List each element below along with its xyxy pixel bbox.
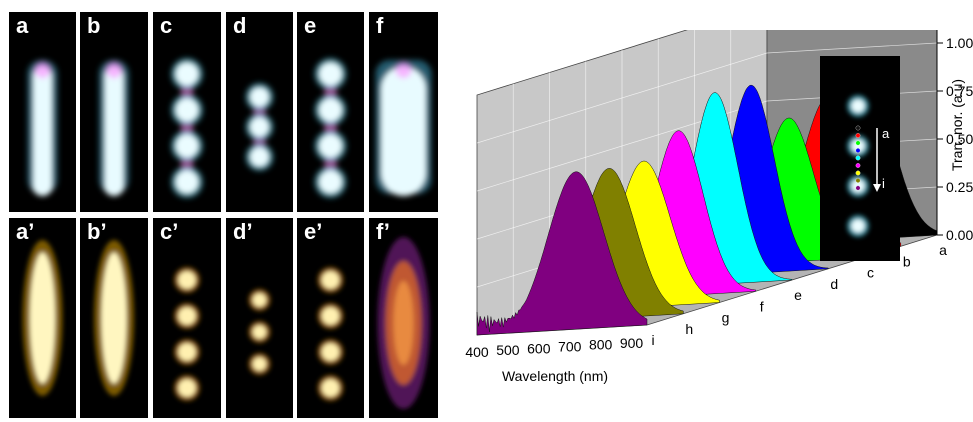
series-i <box>476 171 648 336</box>
panel-image <box>22 240 63 396</box>
panel-c: c <box>153 12 221 212</box>
panel-image <box>377 237 430 409</box>
panel-b: b <box>80 12 148 212</box>
panel-prime-b: b’ <box>80 218 148 418</box>
panel-prime-a: a’ <box>9 218 76 418</box>
z-tick-label: 1.00 <box>946 35 973 51</box>
panel-image <box>99 60 129 196</box>
inset-end-label: i <box>882 176 885 191</box>
inset-dot <box>855 178 861 183</box>
depth-label: i <box>651 332 654 348</box>
panel-label: f’ <box>376 219 390 244</box>
panel-prime-d: d’ <box>226 218 293 418</box>
inset-dot <box>855 148 861 153</box>
panel-label: c <box>160 13 173 38</box>
panel-label: d’ <box>233 219 253 244</box>
x-tick-label: 800 <box>589 337 613 353</box>
x-tick-label: 600 <box>527 340 551 356</box>
inset-dot <box>855 140 861 146</box>
inset-image: ai <box>820 56 900 261</box>
x-tick-label: 400 <box>465 344 489 360</box>
panel-image <box>27 60 58 196</box>
inset-dot <box>855 170 861 176</box>
depth-label: g <box>722 310 730 326</box>
spectra-3d-chart: 400 500 600 700 800 900 a b c d e f g h i 0.00 0.25 0.50 0… <box>465 30 973 384</box>
panel-image <box>171 58 203 198</box>
panel-prime-c: c’ <box>153 218 221 418</box>
x-axis-label: Wavelength (nm) <box>502 368 608 384</box>
panel-label: d <box>233 13 247 38</box>
inset-dot <box>855 163 861 168</box>
panel-image <box>314 58 347 198</box>
panel-image <box>245 83 274 171</box>
panel-image <box>174 267 200 401</box>
depth-label: e <box>794 287 802 303</box>
panel-image <box>94 240 134 396</box>
panel-prime-f: f’ <box>369 218 438 418</box>
x-tick-label: 700 <box>558 339 582 355</box>
inset-dot <box>855 133 861 138</box>
panel-label: a’ <box>16 219 35 244</box>
depth-label: d <box>830 276 838 292</box>
z-axis-label: Tran. nor. (a.u) <box>949 79 965 171</box>
panel-label: c’ <box>160 219 179 244</box>
depth-label: f <box>760 298 764 314</box>
panel-image <box>248 289 271 375</box>
panel-image <box>317 267 344 401</box>
z-tick-label: 0.00 <box>946 227 973 243</box>
inset-dot <box>855 155 861 161</box>
inset-dot <box>855 125 861 131</box>
depth-label: a <box>939 242 947 258</box>
x-tick-label: 900 <box>620 335 644 351</box>
z-tick-label: 0.50 <box>946 131 973 147</box>
panel-e: e <box>297 12 364 212</box>
depth-label: b <box>903 253 911 269</box>
panel-image <box>375 60 432 196</box>
panel-label: e’ <box>304 219 323 244</box>
panel-f: f <box>369 12 438 212</box>
panel-prime-e: e’ <box>297 218 364 418</box>
inset-start-label: a <box>882 126 890 141</box>
panel-label: f <box>376 13 384 38</box>
z-tick-label: 0.25 <box>946 179 973 195</box>
depth-label: h <box>685 321 693 337</box>
grid-line <box>476 42 938 144</box>
inset-dot <box>855 185 861 191</box>
panel-label: e <box>304 13 317 38</box>
panel-d: d <box>226 12 293 212</box>
depth-label: c <box>867 265 874 281</box>
z-tick-label: 0.75 <box>946 83 973 99</box>
panel-a: a <box>9 12 76 212</box>
panel-label: a <box>16 13 29 38</box>
x-tick-label: 500 <box>496 342 520 358</box>
panel-label: b’ <box>87 219 107 244</box>
panel-label: b <box>87 13 101 38</box>
